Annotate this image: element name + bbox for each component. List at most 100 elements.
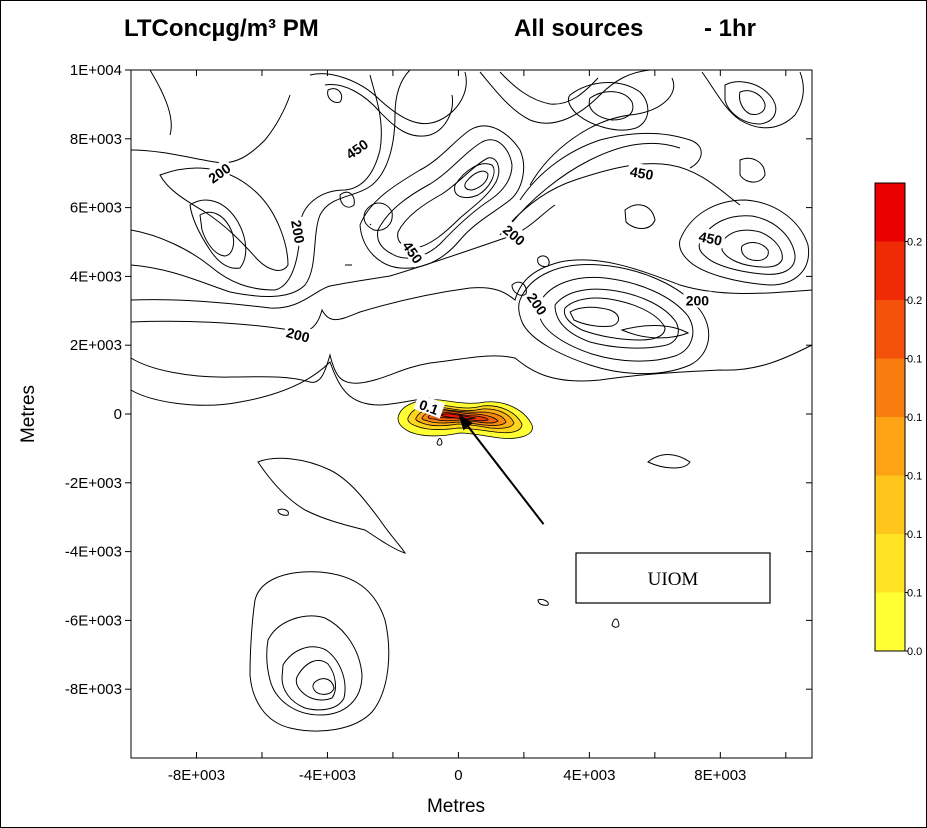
plume-core bbox=[438, 413, 477, 420]
contour-line-lc-outer bbox=[518, 264, 710, 375]
contour-line-right-loop-2 bbox=[624, 204, 656, 229]
contour-line-lc-peak bbox=[569, 306, 619, 327]
contour-line-lc-4 bbox=[563, 297, 666, 341]
colorbar: 0.0 0.1 0.1 0.1 0.1 0.1 0.2 0.2 bbox=[874, 182, 922, 658]
colorbar-label: 0.1 bbox=[907, 354, 922, 366]
contour-line-right-peak bbox=[741, 242, 769, 261]
annotation-arrow-head bbox=[458, 414, 473, 431]
contour-label-bg bbox=[626, 161, 658, 183]
contour-line-centre-peak-inner bbox=[464, 170, 489, 191]
contour-line-b bbox=[130, 69, 411, 297]
colorbar-label: 0.1 bbox=[907, 471, 922, 483]
contour-line-right-small bbox=[647, 454, 691, 469]
contour-label-text: 450 bbox=[629, 163, 655, 183]
colorbar-swatch bbox=[875, 475, 905, 534]
contour-label-bg bbox=[288, 216, 310, 247]
y-tick-label: 2E+003 bbox=[70, 337, 122, 354]
contour-line-right-outer bbox=[679, 199, 810, 286]
contour-label-bg bbox=[340, 133, 373, 163]
colorbar-swatch bbox=[875, 183, 905, 242]
colorbar-swatch bbox=[875, 592, 905, 651]
contour-line-centre-peak bbox=[454, 163, 495, 198]
contour-line-centre-2 bbox=[377, 139, 513, 259]
contour-line-200-plume bbox=[130, 361, 431, 406]
contour-line-drop-3 bbox=[436, 438, 443, 446]
x-axis: -8E+003 -4E+003 0 4E+003 8E+003 bbox=[130, 70, 787, 784]
contour-label-bg bbox=[202, 157, 235, 187]
contour-line-lc-finger bbox=[620, 325, 690, 339]
contour-line-right-loop bbox=[739, 157, 766, 183]
contour-line-ridge-top-2 bbox=[499, 71, 599, 105]
contour-line-tr-4 bbox=[724, 81, 777, 125]
title-averaging: - 1hr bbox=[704, 15, 757, 42]
colorbar-swatch bbox=[875, 241, 905, 300]
x-tick-label: 0 bbox=[454, 767, 462, 784]
contour-line-right-3 bbox=[721, 229, 783, 268]
contour-line-ll-4 bbox=[295, 660, 336, 701]
colorbar-label: 0.2 bbox=[907, 237, 922, 249]
contour-label-text: 200 bbox=[288, 219, 308, 245]
colorbar-label: 0.1 bbox=[907, 529, 922, 541]
x-tick-label: -8E+003 bbox=[168, 767, 225, 784]
contour-label-bg bbox=[695, 226, 727, 249]
contour-label-bg bbox=[683, 291, 712, 308]
contour-label: 450 bbox=[695, 226, 727, 249]
y-tick-label: 8E+003 bbox=[70, 131, 122, 148]
x-axis-title: Metres bbox=[427, 796, 485, 817]
contour-line-ridge-3 bbox=[519, 132, 702, 201]
contour-line-d bbox=[149, 69, 172, 136]
colorbar-label: 0.0 bbox=[907, 646, 922, 658]
contour-line-200-lower bbox=[130, 344, 813, 384]
contour-line-dot bbox=[369, 223, 372, 226]
contour-line-drop-1 bbox=[537, 599, 549, 606]
y-tick-label: 0 bbox=[114, 406, 122, 423]
contour-label-text: 0.1 bbox=[417, 396, 441, 418]
contour-lines bbox=[130, 69, 813, 732]
contour-line-ridge-outer bbox=[499, 163, 741, 236]
colorbar-swatch bbox=[875, 300, 905, 359]
contour-line-ridge-top bbox=[479, 69, 651, 124]
contour-line-tr-2 bbox=[588, 91, 634, 121]
contour-label: 450 bbox=[398, 235, 428, 268]
contour-label-bg bbox=[413, 393, 446, 419]
contour-label-bg bbox=[523, 287, 553, 320]
contour-line-c bbox=[130, 94, 291, 164]
y-tick-label: -4E+003 bbox=[65, 544, 122, 561]
contour-label: 450 bbox=[340, 133, 373, 163]
contour-line-ll-outer bbox=[249, 571, 390, 732]
contour-line-tr-3 bbox=[701, 71, 804, 129]
contour-line-drop-2 bbox=[611, 618, 620, 628]
title-pollutant: LTConcµg/m³ PM bbox=[124, 15, 319, 42]
contour-label-bg bbox=[282, 322, 314, 346]
annotation-box bbox=[575, 552, 771, 604]
contour-line-mid-loop-2 bbox=[339, 191, 355, 208]
contour-label-text: 200 bbox=[285, 324, 312, 346]
contour-line-450-top-inner bbox=[324, 84, 454, 137]
contour-label: 0.1 bbox=[413, 393, 446, 419]
contour-line-bar-small bbox=[277, 508, 289, 516]
contour-line-small-tri bbox=[511, 281, 527, 296]
contour-line-small-loop bbox=[327, 88, 343, 103]
contour-line-ll-3 bbox=[281, 646, 346, 711]
contour-label-text: 200 bbox=[686, 292, 710, 308]
y-axis-title: Metres bbox=[18, 385, 39, 443]
colorbar-label: 0.1 bbox=[907, 588, 922, 600]
contour-line-right-2 bbox=[698, 215, 796, 275]
contour-line-left-core bbox=[199, 211, 235, 257]
contour-line-left-outer bbox=[159, 167, 289, 271]
contour-label-bg bbox=[398, 235, 428, 268]
y-tick-label: -6E+003 bbox=[65, 612, 122, 629]
colorbar-swatch bbox=[875, 534, 905, 593]
contour-line-450-top bbox=[309, 71, 467, 125]
contour-line-centre-outer bbox=[359, 125, 525, 269]
colorbar-label: 0.2 bbox=[907, 295, 922, 307]
colorbar-label: 0.1 bbox=[907, 412, 922, 424]
colorbar-swatch bbox=[875, 358, 905, 417]
x-tick-label: 4E+003 bbox=[563, 767, 615, 784]
contour-line-ll-peak bbox=[312, 678, 335, 695]
colorbar-swatch bbox=[875, 417, 905, 476]
y-tick-label: -2E+003 bbox=[65, 475, 122, 492]
contour-line-ridge-2 bbox=[509, 142, 681, 226]
